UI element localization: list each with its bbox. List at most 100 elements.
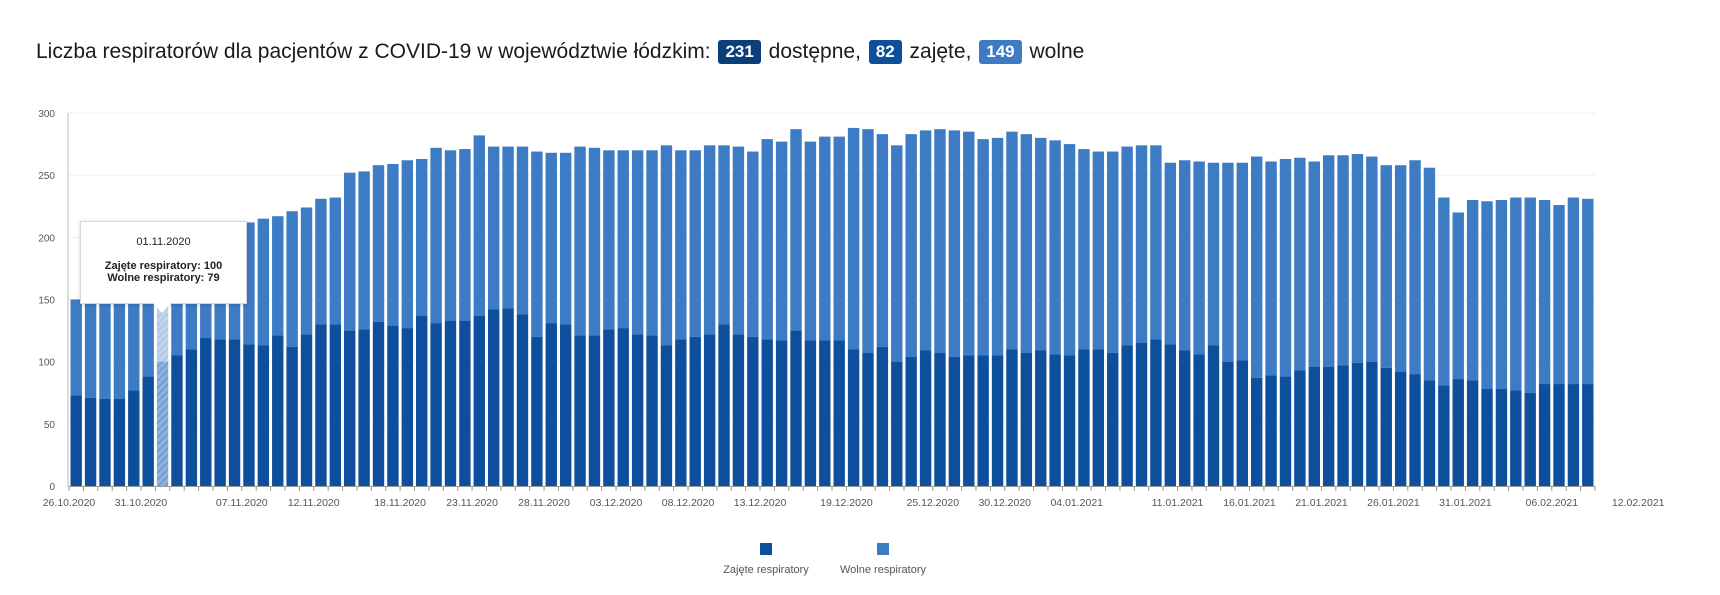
bar-occupied: [660, 345, 673, 486]
bar-free: [1351, 154, 1364, 363]
legend-label-free[interactable]: Wolne respiratory: [840, 564, 926, 576]
bar-free: [747, 151, 759, 337]
bar-free: [934, 129, 946, 353]
bar-occupied: [142, 376, 154, 486]
bar-free: [1466, 200, 1479, 381]
bar-free: [1538, 200, 1551, 385]
page-title: Liczba respiratorów dla pacjentów z COVI…: [36, 40, 1084, 64]
bar-occupied: [1049, 354, 1061, 486]
bar-free: [113, 299, 126, 399]
bar-free: [1265, 161, 1277, 376]
bar-free: [531, 151, 543, 337]
bar-free: [1078, 149, 1090, 350]
bar-occupied: [603, 329, 615, 486]
bar-occupied: [444, 320, 457, 486]
bar-free: [804, 141, 817, 341]
bar-occupied: [1150, 339, 1162, 486]
tooltip-occupied: Zajęte respiratory: 100: [104, 260, 223, 272]
bar-free: [819, 136, 831, 341]
bar-occupied: [1524, 392, 1536, 486]
bar-free: [459, 149, 471, 321]
bar-free: [401, 160, 414, 329]
bar-free: [732, 146, 745, 335]
bar-free: [631, 150, 644, 335]
bar-occupied: [1337, 365, 1349, 486]
bar-free: [905, 134, 917, 357]
bar-occupied: [689, 336, 701, 486]
bar-free: [1366, 156, 1378, 362]
bar-occupied: [617, 328, 629, 486]
bar-occupied: [185, 349, 198, 486]
bar-free: [358, 171, 370, 330]
bar-occupied: [315, 324, 327, 486]
tooltip-arrow: [153, 303, 171, 313]
x-tick-label: 06.02.2021: [1526, 497, 1579, 509]
available-badge: 231: [718, 40, 761, 64]
bar-free: [286, 211, 298, 347]
bar-occupied: [1538, 384, 1551, 486]
x-tick-label: 12.11.2020: [288, 497, 340, 509]
bar-occupied: [387, 325, 399, 486]
bar-occupied: [516, 314, 529, 486]
bar-occupied: [1135, 343, 1148, 486]
bar-free: [646, 150, 658, 336]
bar-free: [1322, 155, 1335, 367]
bar-occupied: [732, 334, 745, 486]
bar-occupied: [1294, 370, 1306, 486]
bar-free: [876, 134, 889, 347]
bar-occupied: [272, 335, 284, 486]
bar-free: [1337, 155, 1349, 366]
bar-occupied: [761, 339, 773, 486]
bar-free: [574, 146, 586, 336]
x-tick-label: 18.11.2020: [374, 497, 426, 509]
legend-swatch-occupied[interactable]: [760, 543, 772, 555]
bar-occupied: [156, 361, 169, 486]
bar-occupied: [1553, 384, 1565, 486]
bar-occupied: [1063, 355, 1076, 486]
bar-occupied: [257, 345, 270, 486]
bar-occupied: [300, 334, 313, 486]
x-tick-label: 03.12.2020: [590, 497, 643, 509]
bar-occupied: [1006, 349, 1018, 486]
bar-occupied: [200, 338, 212, 486]
bar-free: [718, 145, 730, 325]
bar-free: [862, 129, 874, 353]
bar-occupied: [833, 340, 845, 486]
bar-free: [1495, 200, 1508, 390]
bar-occupied: [1279, 376, 1292, 486]
bar-occupied: [1250, 377, 1263, 486]
bar-free: [1279, 159, 1292, 377]
bar-occupied: [459, 320, 471, 486]
bar-occupied: [905, 356, 917, 486]
bar-free: [963, 131, 975, 356]
x-tick-label: 31.01.2021: [1439, 497, 1492, 509]
bar-occupied: [1351, 362, 1364, 486]
bar-occupied: [646, 335, 658, 486]
bar-occupied: [214, 339, 226, 486]
bar-occupied: [1236, 360, 1248, 486]
x-tick-label: 21.01.2021: [1295, 497, 1348, 509]
bar-free: [84, 299, 97, 398]
bar-occupied: [545, 323, 557, 486]
x-tick-label: 16.01.2021: [1223, 497, 1276, 509]
bar-occupied: [502, 308, 514, 486]
bar-free: [487, 146, 500, 310]
bar-free: [675, 150, 687, 340]
bar-free: [1222, 162, 1234, 362]
bar-occupied: [1409, 374, 1421, 486]
bar-free: [703, 145, 716, 335]
bar-occupied: [819, 340, 831, 486]
bar-free: [1236, 162, 1248, 361]
y-tick-label: 250: [38, 171, 55, 182]
legend-swatch-free[interactable]: [877, 543, 889, 555]
bar-free: [171, 254, 183, 356]
x-tick-label: 31.10.2020: [115, 497, 168, 509]
bar-free: [1524, 197, 1536, 393]
bar-free: [1510, 197, 1522, 391]
available-label: dostępne,: [768, 40, 861, 63]
bar-occupied: [1366, 361, 1378, 486]
bar-free: [1250, 156, 1263, 378]
bar-free: [99, 301, 111, 399]
bar-free: [689, 150, 701, 337]
legend-label-occupied[interactable]: Zajęte respiratory: [723, 564, 809, 576]
